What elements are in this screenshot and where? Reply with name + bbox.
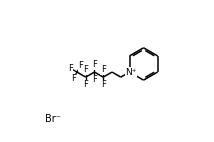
Text: F: F <box>83 80 88 89</box>
Text: F: F <box>101 65 106 74</box>
Text: F: F <box>92 60 97 69</box>
Text: N⁺: N⁺ <box>125 68 137 77</box>
Text: Br⁻: Br⁻ <box>45 114 61 124</box>
Text: F: F <box>83 65 88 74</box>
Text: F: F <box>71 74 76 83</box>
Text: F: F <box>92 75 97 84</box>
Text: F: F <box>78 61 83 70</box>
Text: F: F <box>68 64 73 73</box>
Text: F: F <box>101 80 106 89</box>
